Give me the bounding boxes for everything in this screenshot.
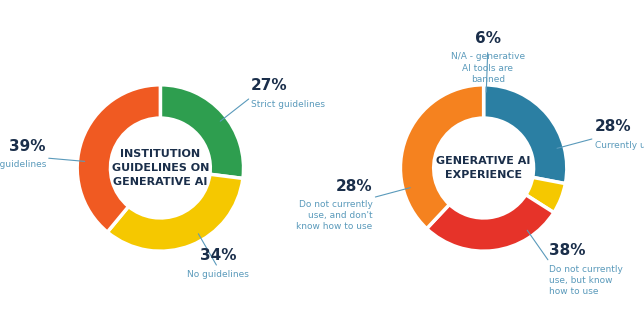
Wedge shape <box>484 85 567 183</box>
Wedge shape <box>427 195 554 251</box>
Wedge shape <box>77 85 160 232</box>
Text: N/A - generative
AI tools are
banned: N/A - generative AI tools are banned <box>451 52 525 84</box>
Text: 6%: 6% <box>475 31 501 46</box>
Text: 27%: 27% <box>251 78 287 93</box>
Text: 28%: 28% <box>594 119 631 134</box>
Text: GENERATIVE AI
EXPERIENCE: GENERATIVE AI EXPERIENCE <box>437 156 531 180</box>
Text: INSTITUTION
GUIDELINES ON
GENERATIVE AI: INSTITUTION GUIDELINES ON GENERATIVE AI <box>111 149 209 187</box>
Text: Light guidelines: Light guidelines <box>0 161 46 169</box>
Text: Currently use: Currently use <box>594 141 644 150</box>
Text: Do not currently
use, but know
how to use: Do not currently use, but know how to us… <box>549 264 623 296</box>
Text: 28%: 28% <box>336 178 373 194</box>
Text: 34%: 34% <box>200 248 236 263</box>
Text: Do not currently
use, and don't
know how to use: Do not currently use, and don't know how… <box>296 200 373 232</box>
Wedge shape <box>160 85 243 178</box>
Wedge shape <box>108 174 243 251</box>
Text: Strict guidelines: Strict guidelines <box>251 100 325 109</box>
Text: 38%: 38% <box>549 243 586 258</box>
Wedge shape <box>401 85 484 229</box>
Text: No guidelines: No guidelines <box>187 270 249 279</box>
Wedge shape <box>526 177 565 213</box>
Text: 39%: 39% <box>10 139 46 154</box>
